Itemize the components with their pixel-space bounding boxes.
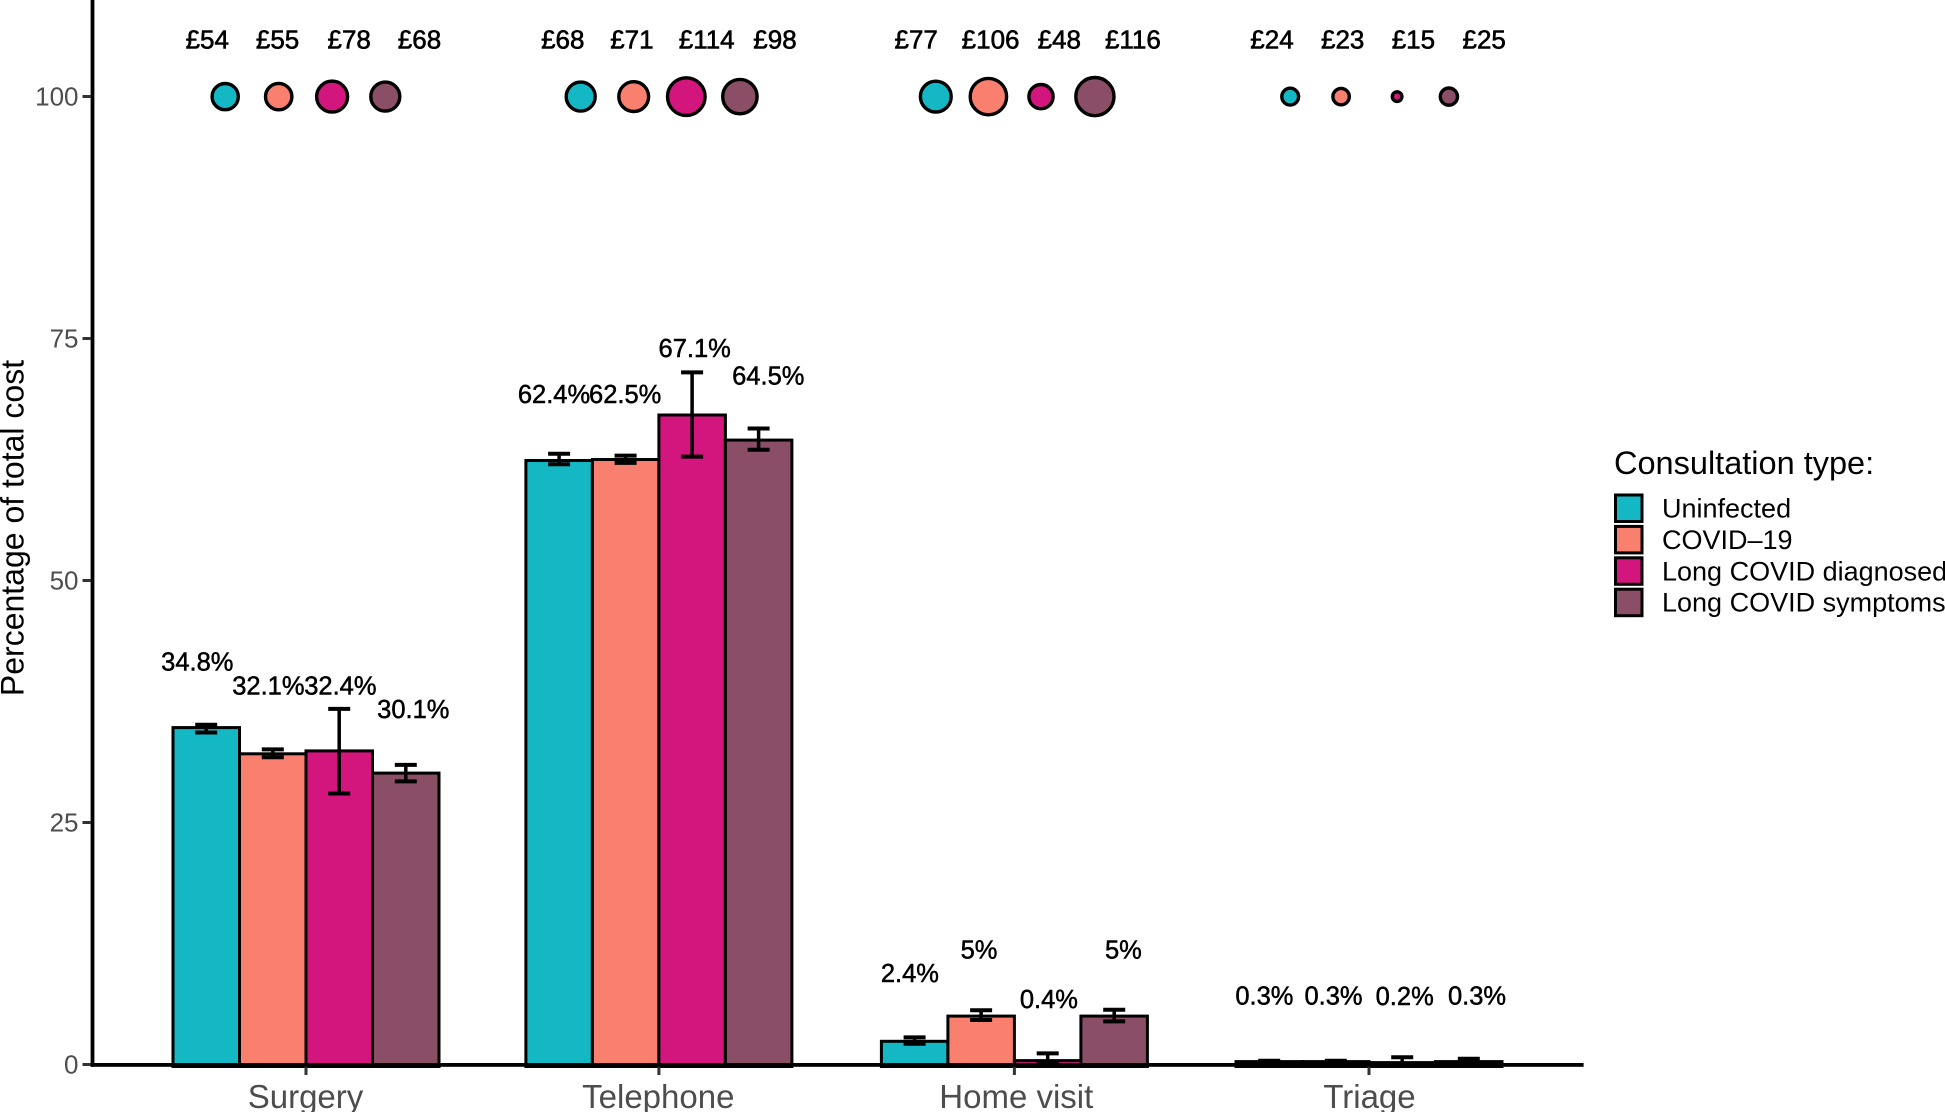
svg-text:25: 25	[50, 808, 79, 838]
svg-text:0.2%: 0.2%	[1376, 983, 1434, 1011]
svg-text:62.5%: 62.5%	[589, 381, 661, 409]
svg-text:64.5%: 64.5%	[732, 362, 804, 390]
svg-text:0.4%: 0.4%	[1020, 986, 1078, 1014]
svg-text:50: 50	[50, 566, 79, 596]
svg-text:Consultation type:: Consultation type:	[1614, 445, 1874, 481]
svg-text:£48: £48	[1038, 25, 1081, 55]
svg-text:32.4%: 32.4%	[304, 672, 376, 700]
svg-text:£23: £23	[1321, 25, 1364, 55]
svg-text:2.4%: 2.4%	[881, 960, 939, 988]
svg-text:COVID–19: COVID–19	[1662, 525, 1793, 555]
svg-text:£106: £106	[962, 25, 1020, 55]
svg-text:5%: 5%	[961, 937, 998, 965]
svg-text:Percentage of total cost: Percentage of total cost	[0, 360, 31, 696]
svg-text:£71: £71	[610, 25, 653, 55]
svg-text:£54: £54	[186, 25, 229, 55]
svg-text:£98: £98	[753, 25, 796, 55]
svg-text:30.1%: 30.1%	[377, 696, 449, 724]
svg-text:£68: £68	[398, 25, 441, 55]
svg-text:67.1%: 67.1%	[659, 335, 731, 363]
svg-text:62.4%: 62.4%	[518, 381, 590, 409]
svg-text:100: 100	[35, 82, 78, 112]
svg-text:£55: £55	[256, 25, 299, 55]
svg-text:Home visit: Home visit	[939, 1078, 1093, 1112]
svg-text:Telephone: Telephone	[582, 1078, 734, 1112]
svg-text:Uninfected: Uninfected	[1662, 494, 1791, 524]
svg-text:Triage: Triage	[1323, 1078, 1415, 1112]
svg-text:0.3%: 0.3%	[1304, 983, 1362, 1011]
svg-text:£25: £25	[1463, 25, 1506, 55]
svg-text:0: 0	[64, 1050, 78, 1080]
svg-text:34.8%: 34.8%	[161, 648, 233, 676]
svg-text:£24: £24	[1250, 25, 1293, 55]
svg-text:75: 75	[50, 324, 79, 354]
svg-text:£68: £68	[541, 25, 584, 55]
svg-text:0.3%: 0.3%	[1235, 983, 1293, 1011]
svg-text:Long COVID symptoms: Long COVID symptoms	[1662, 588, 1945, 618]
svg-text:32.1%: 32.1%	[232, 672, 304, 700]
svg-text:£116: £116	[1105, 25, 1161, 55]
svg-text:£77: £77	[895, 25, 938, 55]
svg-text:Long COVID diagnosed: Long COVID diagnosed	[1662, 556, 1945, 586]
svg-text:Surgery: Surgery	[248, 1078, 364, 1112]
svg-text:0.3%: 0.3%	[1448, 983, 1506, 1011]
svg-text:5%: 5%	[1105, 937, 1142, 965]
svg-text:£78: £78	[328, 25, 371, 55]
svg-text:£15: £15	[1392, 25, 1435, 55]
svg-text:£114: £114	[679, 25, 735, 55]
